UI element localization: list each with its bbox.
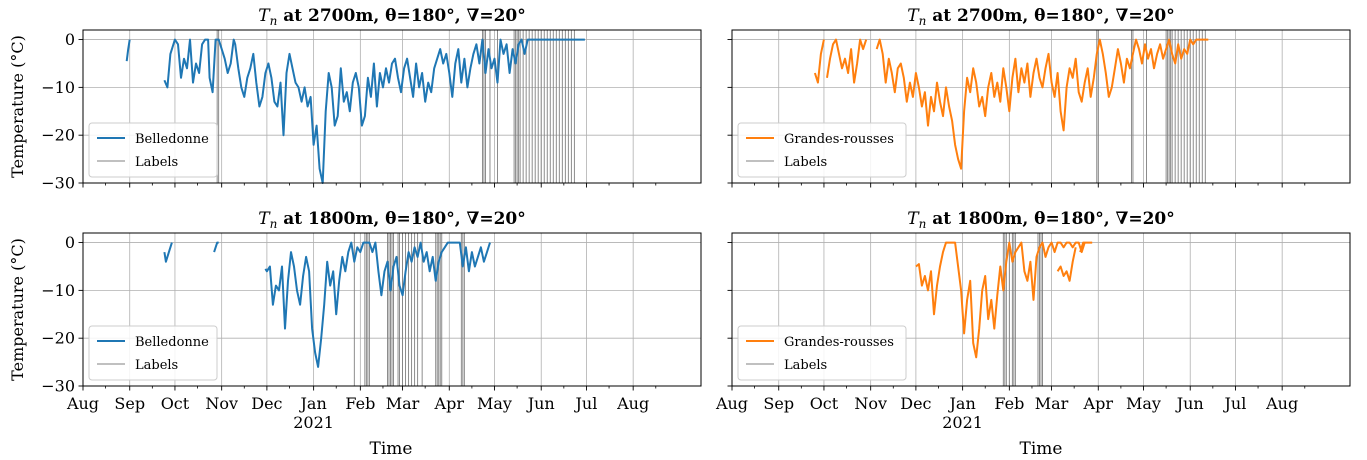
legend-label-labels: Labels bbox=[135, 358, 178, 373]
x-tick-label: Aug bbox=[616, 394, 649, 413]
y-axis-label: Temperature (°C) bbox=[8, 35, 27, 178]
x-axis-title-left: Time bbox=[370, 439, 413, 459]
legend: Grandes-rousses Labels bbox=[737, 325, 907, 381]
x-tick-label: May bbox=[1126, 394, 1161, 413]
chart-panel-3: Aug Sep Oct Nov Dec Jan Feb Mar Apr May Jun Jul Aug 2… bbox=[8, 209, 702, 432]
series-line-grandes-rousses bbox=[813, 38, 1209, 170]
x-tick-label: Dec bbox=[900, 394, 931, 413]
y-axis-label: Temperature (°C) bbox=[8, 238, 27, 381]
y-tick-label: −30 bbox=[41, 377, 75, 396]
legend-box bbox=[737, 325, 907, 381]
legend-label-labels: Labels bbox=[135, 155, 178, 170]
legend: Belledonne Labels bbox=[88, 325, 218, 381]
x-tick-label: Nov bbox=[205, 394, 238, 413]
chart-title: Tn at 1800m, θ=180°, ∇=20° bbox=[907, 209, 1175, 231]
chart-panel-4: Aug Sep Oct Nov Dec Jan Feb Mar Apr May Jun Jul Aug 2… bbox=[715, 209, 1351, 432]
x-tick-label: Aug bbox=[66, 394, 99, 413]
series-line-grandes-rousses bbox=[915, 241, 1093, 359]
chart-panels: 0 −10 −20 −30 Temperature (°C) Tn at 2700m, θ… bbox=[8, 6, 1351, 432]
legend-box bbox=[88, 325, 218, 381]
chart-title: Tn at 2700m, θ=180°, ∇=20° bbox=[258, 6, 526, 28]
chart-title: Tn at 2700m, θ=180°, ∇=20° bbox=[907, 6, 1175, 28]
x-tick-label: Jun bbox=[526, 394, 555, 413]
x-year-label: 2021 bbox=[942, 413, 983, 432]
x-tick-label: Aug bbox=[715, 394, 748, 413]
x-tick-label: Dec bbox=[251, 394, 282, 413]
x-tick-label: Jul bbox=[574, 394, 598, 413]
plot-frame bbox=[82, 232, 702, 387]
x-tick-label: May bbox=[477, 394, 512, 413]
x-axis-title-right: Time bbox=[1020, 439, 1063, 459]
chart-title: Tn at 1800m, θ=180°, ∇=20° bbox=[258, 209, 526, 231]
plot-frame bbox=[731, 232, 1351, 387]
chart-panel-1: 0 −10 −20 −30 Temperature (°C) Tn at 2700m, θ… bbox=[8, 6, 702, 193]
x-tick-label: Feb bbox=[994, 394, 1024, 413]
y-tick-label: 0 bbox=[65, 233, 75, 252]
legend-label-labels: Labels bbox=[784, 358, 827, 373]
plot-frame bbox=[82, 29, 702, 184]
legend-label-series: Belledonne bbox=[135, 132, 209, 147]
legend-box bbox=[737, 122, 907, 178]
x-tick-label: Apr bbox=[1083, 394, 1114, 413]
legend-label-series: Grandes-rousses bbox=[784, 132, 894, 147]
x-tick-label: Jan bbox=[947, 394, 975, 413]
series-line-belledonne bbox=[163, 241, 491, 368]
x-tick-label: Oct bbox=[810, 394, 839, 413]
y-tick-label: −20 bbox=[41, 329, 75, 348]
x-tick-label: Feb bbox=[345, 394, 375, 413]
x-tick-label: Nov bbox=[854, 394, 887, 413]
y-tick-label: −10 bbox=[41, 78, 75, 97]
legend-label-series: Belledonne bbox=[135, 335, 209, 350]
legend-label-series: Grandes-rousses bbox=[784, 335, 894, 350]
y-tick-label: −20 bbox=[41, 126, 75, 145]
x-tick-label: Mar bbox=[1035, 394, 1069, 413]
y-tick-label: −10 bbox=[41, 281, 75, 300]
x-tick-label: Mar bbox=[386, 394, 420, 413]
y-tick-label: 0 bbox=[65, 30, 75, 49]
x-tick-label: Jan bbox=[298, 394, 326, 413]
x-tick-label: Jun bbox=[1175, 394, 1204, 413]
y-tick-label: −30 bbox=[41, 174, 75, 193]
x-tick-label: Aug bbox=[1265, 394, 1298, 413]
series-line-belledonne bbox=[125, 38, 585, 184]
x-tick-label: Jul bbox=[1223, 394, 1247, 413]
x-tick-label: Oct bbox=[161, 394, 190, 413]
x-tick-label: Sep bbox=[114, 394, 145, 413]
legend-box bbox=[88, 122, 218, 178]
legend-label-labels: Labels bbox=[784, 155, 827, 170]
x-tick-label: Apr bbox=[434, 394, 465, 413]
x-year-label: 2021 bbox=[293, 413, 334, 432]
x-tick-label: Sep bbox=[763, 394, 794, 413]
plot-frame bbox=[731, 29, 1351, 184]
legend: Belledonne Labels bbox=[88, 122, 218, 178]
legend: Grandes-rousses Labels bbox=[737, 122, 907, 178]
chart-panel-2: Tn at 2700m, θ=180°, ∇=20° Grandes-rousse… bbox=[727, 6, 1351, 188]
